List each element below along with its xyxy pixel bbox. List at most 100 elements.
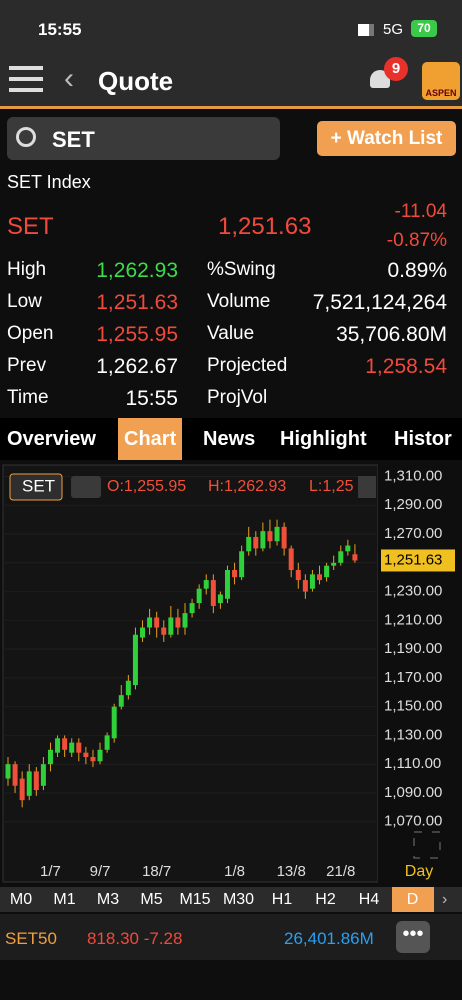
change-pct: -0.87% [386, 230, 447, 251]
y-tick-label: 1,210.00 [384, 611, 442, 628]
more-chip [71, 476, 101, 498]
candle-body [147, 617, 153, 628]
candle-body [345, 545, 351, 552]
top-bar [0, 0, 462, 108]
search-box[interactable] [7, 117, 280, 160]
candle-body [302, 580, 308, 592]
candle-body [331, 562, 337, 566]
candle-body [97, 749, 103, 762]
candle-body [182, 613, 188, 628]
x-tick-label: 9/7 [90, 863, 111, 880]
stat-value: 1,258.54 [365, 355, 447, 378]
last-price-box [381, 549, 455, 572]
y-tick-label: 1,170.00 [384, 669, 442, 686]
candle-body [281, 526, 287, 549]
menu-button[interactable] [9, 66, 43, 70]
stat-value: 1,255.95 [96, 323, 178, 346]
candle-body [309, 574, 315, 589]
signal-icon [358, 24, 374, 36]
candle-body [19, 778, 25, 801]
stat-value: 35,706.80M [336, 323, 447, 346]
tab[interactable]: Overview [7, 428, 96, 450]
candle-body [253, 536, 259, 549]
stat-label: Low [7, 291, 42, 312]
tab[interactable]: Histor [394, 428, 452, 450]
candle-body [189, 603, 195, 614]
more-button[interactable]: ••• [396, 921, 430, 953]
x-tick-label: 18/7 [142, 863, 171, 880]
y-tick-label: 1,230.00 [384, 583, 442, 600]
y-axis-area [378, 462, 462, 886]
candle-body [168, 617, 174, 635]
timeframe[interactable]: M15 [179, 891, 211, 908]
y-tick-label: 1,070.00 [384, 813, 442, 830]
candle-body [26, 771, 32, 796]
candle-body [338, 551, 344, 563]
stat-label: High [7, 259, 47, 280]
timeframe[interactable]: M30 [222, 891, 255, 908]
candle-body [295, 570, 301, 581]
stat-value: 15:55 [125, 387, 178, 410]
chart: 1,310.001,290.001,270.001,250.001,230.00… [2, 462, 462, 886]
candle-body [111, 706, 117, 739]
y-tick-label: 1,190.00 [384, 640, 442, 657]
aspen-logo[interactable]: ASPEN [422, 62, 460, 100]
y-tick-label: 1,110.00 [384, 755, 441, 772]
candle-body [175, 617, 181, 628]
status-time: 15:55 [38, 20, 82, 39]
last-price-label: 1,251.63 [384, 551, 442, 568]
search-query: SET [52, 127, 95, 152]
stat-label: Value [207, 323, 255, 344]
timeframe[interactable]: D [391, 887, 434, 912]
candle-body [76, 742, 82, 753]
ohlc-text: L:1,25 [309, 478, 354, 495]
watch-list-button[interactable]: + Watch List [317, 121, 456, 156]
x-tick-label: 13/8 [277, 863, 306, 880]
x-tick-label: 1/7 [40, 863, 61, 880]
y-tick-label: 1,310.00 [384, 467, 442, 484]
candle-body [260, 531, 266, 549]
header-divider [0, 106, 462, 109]
stat-label: %Swing [207, 259, 276, 280]
candle-body [40, 764, 46, 786]
candle-body [288, 548, 294, 571]
timeframe[interactable]: M3 [96, 891, 120, 908]
candle-body [267, 531, 273, 542]
tab[interactable]: News [203, 428, 256, 450]
timeframe[interactable]: M1 [53, 891, 76, 908]
ohlc-text: O:1,255.95 [107, 478, 186, 495]
timeframe[interactable]: H4 [358, 891, 380, 908]
candle-body [246, 536, 252, 552]
tab-bar: Overview Chart News Highlight Histor [0, 418, 462, 460]
candle-body [352, 554, 358, 561]
timeframe[interactable]: M0 [9, 891, 33, 908]
timeframe[interactable]: H2 [315, 891, 336, 908]
scroll-arrow[interactable]: › [442, 891, 448, 908]
y-tick-label: 1,290.00 [384, 496, 442, 513]
change: -11.04 [394, 201, 447, 222]
symbol: SET [7, 213, 54, 240]
search-icon [16, 127, 36, 147]
stat-label: Prev [7, 355, 47, 376]
candle-body [224, 570, 230, 599]
candle-body [196, 588, 202, 604]
scroll-chip [358, 476, 376, 498]
timeframe[interactable]: M5 [140, 891, 163, 908]
x-tick-label: 1/8 [224, 863, 245, 880]
stat-value: 0.89% [387, 259, 447, 282]
index-name: SET Index [7, 172, 91, 192]
candle-body [324, 565, 330, 578]
candle-body [140, 627, 146, 638]
battery: 70 [411, 20, 437, 37]
y-tick-label: 1,130.00 [384, 726, 442, 743]
period-label: Day [405, 863, 433, 880]
stat-value: 1,262.67 [96, 355, 178, 378]
tab[interactable]: Highlight [280, 428, 367, 450]
ticker-price: 818.30 -7.28 [87, 929, 183, 948]
notification-badge: 9 [384, 57, 408, 81]
candle-body [47, 749, 53, 765]
back-button[interactable]: ‹ [64, 62, 74, 95]
timeframe[interactable]: H1 [271, 891, 293, 908]
tab[interactable]: Chart [118, 418, 183, 460]
